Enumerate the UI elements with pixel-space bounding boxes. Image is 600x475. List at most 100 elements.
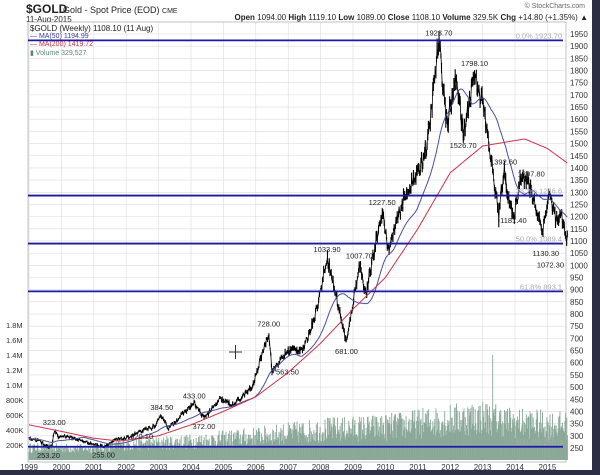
volume-bar [92,447,94,460]
volume-bar [461,426,462,460]
volume-bar [59,448,61,460]
volume-value: 329.5K [472,13,499,22]
volume-bar [436,431,438,460]
volume-bar [213,437,214,460]
price-tick-label: 1400 [570,164,588,173]
volume-bar [440,437,442,460]
volume-bar [272,429,274,460]
volume-bar [255,445,257,460]
volume-bar [462,411,464,460]
x-tick-label: 2014 [506,463,524,472]
volume-bar [322,441,324,460]
volume-bar [208,440,209,460]
volume-bar [63,452,65,460]
volume-bar [550,438,552,460]
high-value: 1119.10 [308,13,337,22]
volume-bar [483,410,485,460]
volume-bar [449,404,451,460]
volume-bar [558,415,560,460]
volume-bar [514,425,516,460]
volume-bar [175,438,177,460]
volume-bar [180,436,182,460]
volume-bar [452,430,454,460]
volume-bar [229,445,231,460]
volume-bar [57,446,59,460]
price-tick-label: 300 [570,432,584,441]
price-tick-label: 1000 [570,261,588,270]
volume-bar [169,442,171,460]
volume-bar [533,427,535,460]
volume-bar [535,430,537,460]
volume-bar [409,431,411,460]
volume-bar [343,416,345,460]
volume-bar [104,444,105,460]
volume-bar [244,440,246,460]
volume-bar [423,422,425,460]
volume-bar [467,407,469,460]
volume-bar [345,439,347,460]
volume-bar [340,440,342,460]
volume-bar [422,408,424,460]
fib-label: 50.0% 1089.4 [516,235,562,244]
volume-bar [251,438,253,460]
volume-bar [161,439,163,460]
volume-bar [216,447,218,460]
volume-bar [454,407,456,460]
volume-bar [434,419,436,460]
volume-bar [455,407,457,460]
volume-bar [203,440,205,460]
volume-bar [563,430,565,460]
price-tick-label: 1450 [570,152,588,161]
volume-bar [361,429,363,460]
volume-bar [67,448,69,460]
volume-bar [301,423,303,460]
volume-bar [46,451,48,460]
volume-bar [165,440,167,460]
volume-bar [170,442,172,460]
volume-bar [335,425,337,460]
brand-logo[interactable]: © StockCharts.com [524,3,585,10]
volume-bar [320,440,322,460]
volume-bar [214,440,216,460]
volume-bar [176,447,178,460]
volume-bar [52,452,54,460]
volume-bar [257,427,259,460]
volume-bar [550,426,552,460]
volume-bar [500,424,502,460]
quote-bar: Open 1094.00 High 1119.10 Low 1089.00 Cl… [235,13,589,22]
volume-bar [548,439,550,460]
volume-bar [545,437,547,460]
volume-bar [152,443,153,460]
volume-bar [537,437,539,460]
volume-bar [540,409,542,460]
volume-bar [368,421,370,460]
volume-bar [181,448,183,460]
price-tick-label: 1750 [570,79,588,88]
x-tick-label: 2012 [441,463,459,472]
volume-bar [538,422,540,460]
volume-bar [211,435,213,460]
volume-bar [386,440,388,460]
volume-bar [243,428,245,460]
price-annotation: 1526.70 [450,141,477,150]
volume-bar [112,446,114,460]
volume-bar [157,443,158,460]
volume-bar [49,443,51,460]
volume-bar [479,405,481,460]
price-tick-label: 1500 [570,140,588,149]
volume-bar [505,429,507,460]
volume-tick-label: 1.6M [6,336,23,345]
volume-bar [226,447,228,460]
volume-bar [332,417,334,460]
price-annotation: 1007.70 [346,251,373,260]
volume-bar [471,428,472,460]
price-tick-label: 750 [570,322,584,331]
volume-bar [92,449,94,460]
volume-bar [459,411,461,460]
price-tick-label: 1600 [570,115,588,124]
volume-bar [151,448,153,460]
volume-bar [530,429,532,460]
volume-bar [252,427,254,460]
volume-bar [443,424,445,460]
